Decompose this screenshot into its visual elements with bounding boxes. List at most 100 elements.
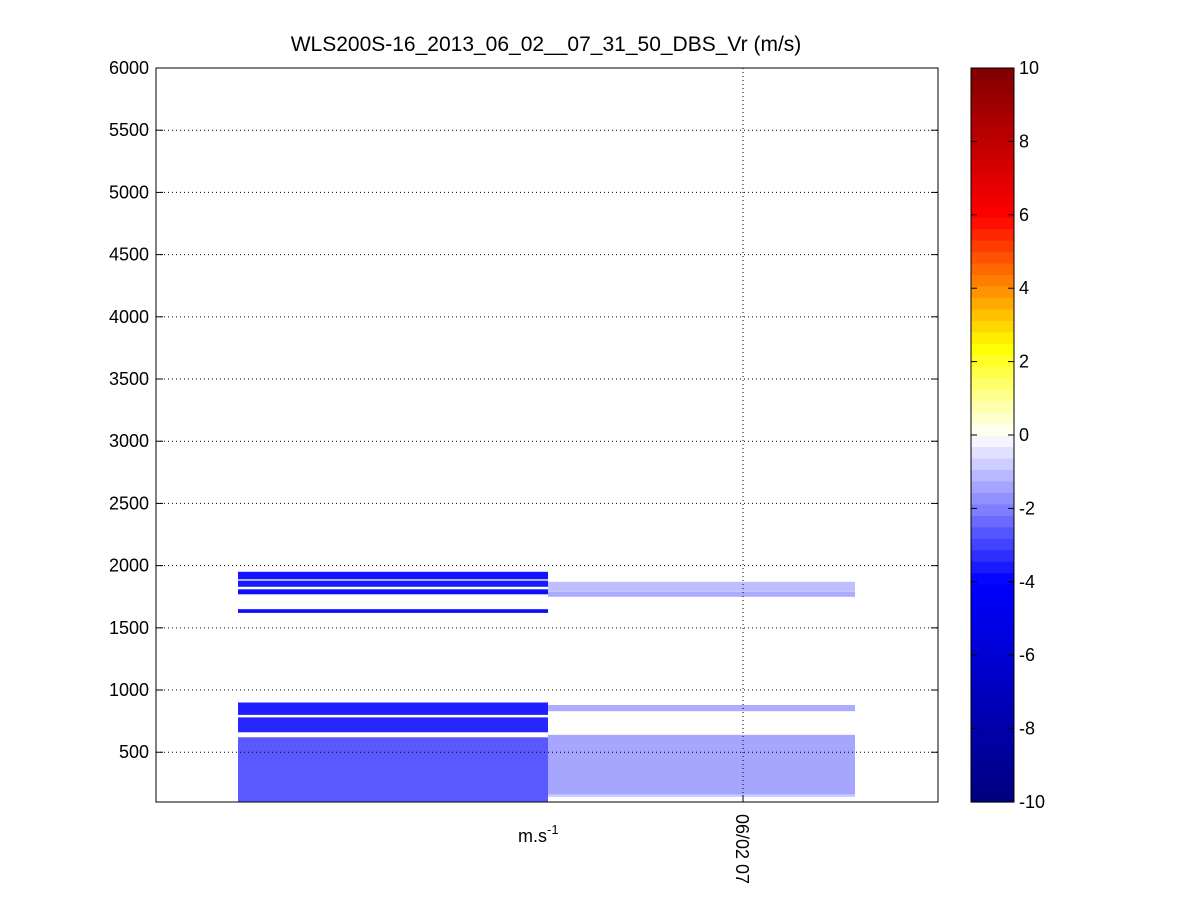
heatmap-band bbox=[238, 580, 548, 587]
y-tick-label: 4500 bbox=[109, 245, 149, 265]
heatmap-band bbox=[238, 737, 548, 802]
plot-background bbox=[156, 68, 938, 802]
colorbar-tick-label: 8 bbox=[1019, 131, 1029, 151]
colorbar-segment bbox=[971, 297, 1014, 310]
colorbar-segment bbox=[971, 561, 1014, 574]
colorbar-segment bbox=[971, 354, 1014, 367]
y-tick-label: 2000 bbox=[109, 556, 149, 576]
y-tick-label: 4000 bbox=[109, 307, 149, 327]
colorbar-segment bbox=[971, 148, 1014, 161]
colorbar-tick-label: 10 bbox=[1019, 58, 1039, 78]
colorbar-segment bbox=[971, 217, 1014, 230]
x-axis-ticks: 06/02 07 bbox=[732, 795, 752, 884]
colorbar-segment bbox=[971, 262, 1014, 276]
colorbar-segment bbox=[971, 595, 1014, 608]
colorbar-segment bbox=[971, 251, 1014, 264]
colorbar-segment bbox=[971, 285, 1014, 298]
colorbar-segment bbox=[971, 572, 1014, 585]
colorbar-segment bbox=[971, 629, 1014, 643]
y-tick-label: 3500 bbox=[109, 369, 149, 389]
colorbar-tick-label: 6 bbox=[1019, 205, 1029, 225]
heatmap-band bbox=[238, 609, 548, 613]
colorbar-segment bbox=[971, 79, 1014, 92]
colorbar-segment bbox=[971, 492, 1014, 505]
x-axis-label: m.s-1 bbox=[518, 822, 559, 846]
heatmap-bands bbox=[238, 571, 855, 802]
colorbar-segment bbox=[971, 733, 1014, 746]
colorbar-segment bbox=[971, 343, 1014, 356]
colorbar-segment bbox=[971, 205, 1014, 218]
heatmap-band bbox=[238, 571, 548, 580]
colorbar-segment bbox=[971, 549, 1014, 562]
colorbar-segment bbox=[971, 687, 1014, 700]
colorbar-segment bbox=[971, 756, 1014, 769]
colorbar-segment bbox=[971, 240, 1014, 253]
colorbar-segment bbox=[971, 320, 1014, 333]
x-axis-label-text: m.s bbox=[518, 826, 547, 846]
colorbar-tick-label: -2 bbox=[1019, 498, 1035, 518]
colorbar-segment bbox=[971, 125, 1014, 138]
x-axis-label-superscript: -1 bbox=[547, 822, 559, 837]
heatmap-band bbox=[238, 702, 548, 715]
heatmap-band bbox=[238, 589, 548, 595]
y-tick-label: 5500 bbox=[109, 120, 149, 140]
colorbar-segment bbox=[971, 744, 1014, 757]
colorbar-tick-label: 2 bbox=[1019, 352, 1029, 372]
colorbar-segment bbox=[971, 194, 1014, 207]
x-tick-label: 06/02 07 bbox=[732, 814, 752, 884]
colorbar-segment bbox=[971, 515, 1014, 528]
colorbar: -10 -8 -6 -4 -2 0 2 4 6 8 10 bbox=[970, 58, 1045, 812]
y-tick-label: 3000 bbox=[109, 431, 149, 451]
y-tick-label: 5000 bbox=[109, 182, 149, 202]
y-tick-label: 6000 bbox=[109, 58, 149, 78]
colorbar-segment bbox=[971, 423, 1014, 436]
colorbar-segment bbox=[971, 675, 1014, 688]
colorbar-segment bbox=[971, 584, 1014, 597]
colorbar-segment bbox=[971, 136, 1014, 149]
plot-frame bbox=[155, 67, 939, 803]
colorbar-segment bbox=[971, 767, 1014, 780]
colorbar-segment bbox=[971, 159, 1014, 172]
heatmap-band bbox=[548, 705, 855, 712]
colorbar-segment bbox=[971, 790, 1014, 803]
heatmap-band bbox=[548, 734, 855, 795]
colorbar-tick-label: -8 bbox=[1019, 719, 1035, 739]
colorbar-segment bbox=[971, 503, 1014, 516]
colorbar-segment bbox=[971, 389, 1014, 402]
colorbar-segment bbox=[971, 308, 1014, 321]
colorbar-segment bbox=[971, 377, 1014, 390]
colorbar-segment bbox=[971, 331, 1014, 344]
y-tick-label: 2500 bbox=[109, 493, 149, 513]
heatmap-band bbox=[238, 717, 548, 733]
colorbar-segment bbox=[971, 607, 1014, 620]
colorbar-segment bbox=[971, 710, 1014, 723]
colorbar-segment bbox=[971, 538, 1014, 551]
colorbar-segment bbox=[971, 446, 1014, 459]
colorbar-segment bbox=[971, 618, 1014, 631]
colorbar-segment bbox=[971, 457, 1014, 471]
colorbar-segment bbox=[971, 412, 1014, 425]
colorbar-segment bbox=[971, 90, 1014, 104]
y-tick-label: 500 bbox=[119, 742, 149, 762]
y-axis-ticks: 500 1000 1500 2000 2500 3000 3500 4000 4500 5000 5… bbox=[109, 58, 938, 762]
colorbar-segment bbox=[971, 113, 1014, 126]
colorbar-tick-label: -4 bbox=[1019, 572, 1035, 592]
colorbar-segment bbox=[971, 68, 1014, 81]
colorbar-tick-label: 0 bbox=[1019, 425, 1029, 445]
colorbar-segment bbox=[971, 366, 1014, 379]
chart-title: WLS200S-16_2013_06_02__07_31_50_DBS_Vr (… bbox=[291, 33, 802, 56]
colorbar-tick-label: 4 bbox=[1019, 278, 1029, 298]
colorbar-tick-label: -6 bbox=[1019, 645, 1035, 665]
heatmap-band bbox=[548, 591, 855, 597]
colorbar-segment bbox=[971, 228, 1014, 241]
colorbar-tick-label: -10 bbox=[1019, 792, 1045, 812]
colorbar-segment bbox=[971, 664, 1014, 677]
colorbar-segment bbox=[971, 102, 1014, 115]
colorbar-segment bbox=[971, 400, 1014, 413]
colorbar-segment bbox=[971, 779, 1014, 792]
colorbar-segment bbox=[971, 469, 1014, 482]
plot-area: 500 1000 1500 2000 2500 3000 3500 4000 4500 5000 5… bbox=[109, 58, 939, 884]
colorbar-segment bbox=[971, 480, 1014, 493]
y-tick-label: 1000 bbox=[109, 680, 149, 700]
